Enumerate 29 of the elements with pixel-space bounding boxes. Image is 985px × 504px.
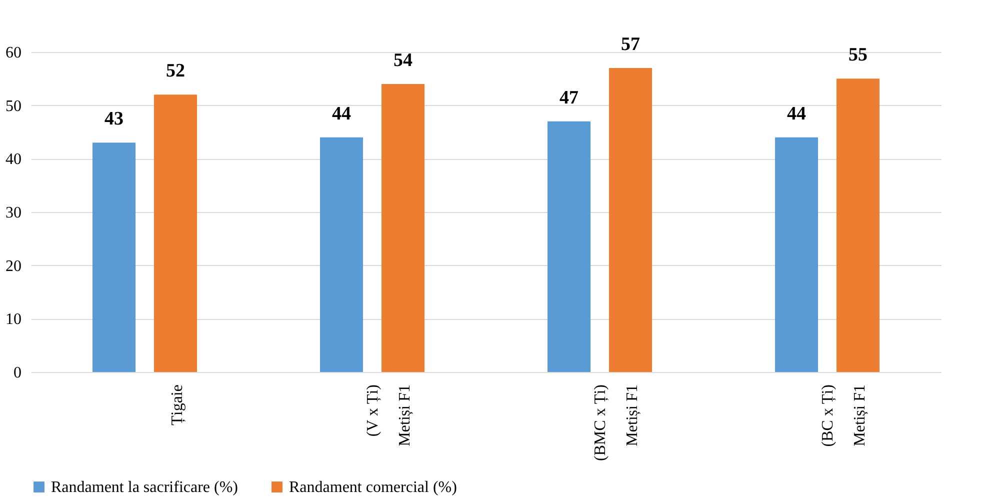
x-tick-label: (BC x Ți) Metiși F1 — [819, 384, 868, 447]
legend-label: Randament la sacrificare (%) — [51, 479, 238, 496]
y-tick-label: 10 — [6, 311, 22, 328]
bar — [836, 78, 880, 372]
bar — [547, 121, 591, 372]
y-tick-label: 40 — [6, 151, 22, 168]
y-tick-label: 50 — [6, 98, 22, 115]
y-tick-label: 20 — [6, 258, 22, 275]
bar — [774, 137, 818, 372]
x-tick-label: (V x Ți) Metiși F1 — [364, 384, 414, 446]
x-tick-label: Țigaie — [168, 384, 186, 426]
data-label: 44 — [787, 103, 807, 124]
x-tick-label: (BMC x Ți) Metiși F1 — [592, 384, 641, 461]
bar — [381, 84, 425, 372]
data-label: 54 — [393, 50, 413, 71]
y-tick-label: 60 — [6, 44, 22, 62]
data-label: 52 — [166, 60, 185, 82]
y-tick-label: 30 — [6, 204, 22, 222]
legend-label: Randament comercial (%) — [289, 479, 457, 496]
y-tick-label: 0 — [14, 364, 22, 382]
bar — [154, 94, 198, 372]
bar — [608, 68, 652, 372]
data-label: 55 — [848, 44, 868, 66]
bar — [320, 137, 364, 372]
bar — [92, 142, 136, 372]
data-label: 57 — [620, 34, 640, 55]
data-label: 47 — [560, 87, 580, 108]
data-label: 43 — [104, 108, 124, 130]
data-label: 44 — [332, 103, 352, 124]
